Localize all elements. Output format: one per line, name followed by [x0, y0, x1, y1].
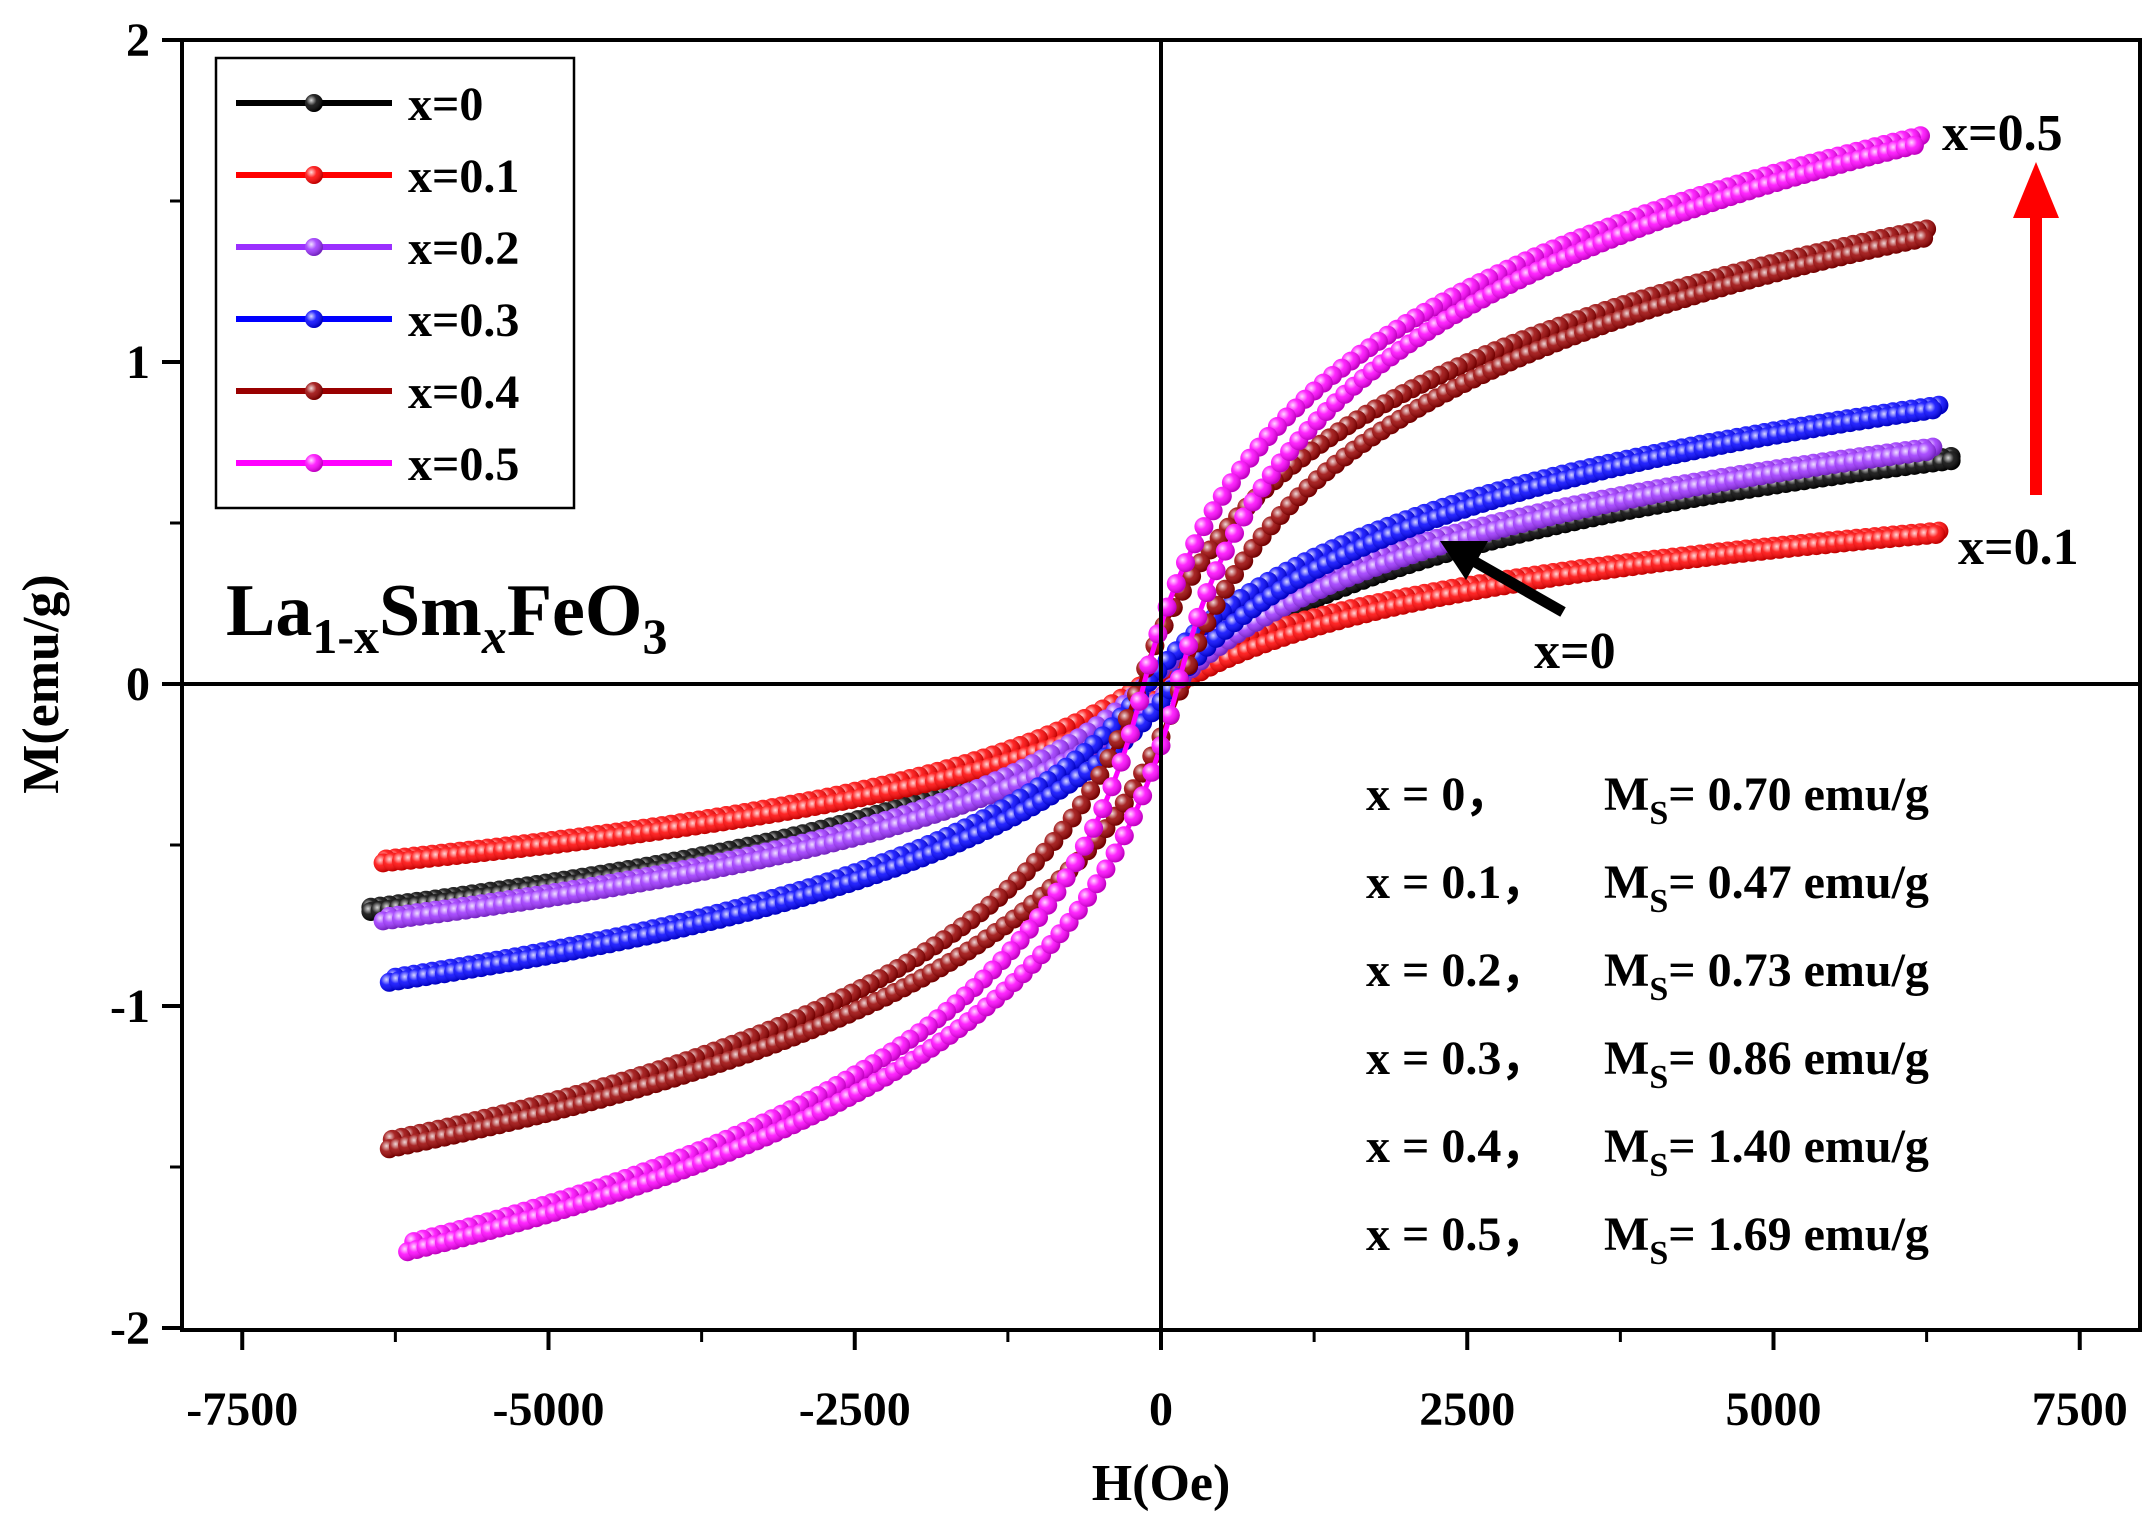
formula-feo: FeO — [507, 570, 643, 652]
data-point-shine — [1188, 607, 1208, 627]
x-tick-label: 2500 — [1419, 1383, 1515, 1436]
legend-swatch-shine — [305, 454, 323, 472]
red-arrow — [2013, 162, 2059, 495]
data-point-shine — [1194, 517, 1214, 537]
x-tick-label: -5000 — [493, 1383, 605, 1436]
data-point-shine — [1120, 724, 1140, 744]
ms-row-value: MS= 0.86 emu/g — [1604, 1032, 1929, 1096]
legend-label: x=0.4 — [408, 366, 519, 419]
data-point-shine — [1191, 553, 1211, 573]
data-point-shine — [1914, 228, 1934, 248]
formula-sub-2: x — [481, 608, 507, 664]
data-point-shine — [1096, 859, 1116, 879]
legend: x=0 x=0.1 x=0.2 x=0.3 x=0.4 x=0.5 — [214, 56, 576, 510]
data-point-shine — [1148, 624, 1168, 644]
data-point-shine — [1215, 541, 1235, 561]
legend-label: x=0.5 — [408, 438, 519, 491]
ms-row-value: MS= 1.40 emu/g — [1604, 1120, 1929, 1184]
data-point-shine — [1105, 843, 1125, 863]
x-tick-label: -2500 — [799, 1383, 911, 1436]
legend-label: x=0 — [408, 78, 483, 131]
data-point-shine — [1215, 579, 1235, 599]
ms-row-value: MS= 0.47 emu/g — [1604, 856, 1929, 920]
label-x01: x=0.1 — [1958, 519, 2079, 576]
formula-sub-3: 3 — [642, 608, 667, 664]
data-point-shine — [1160, 705, 1180, 725]
x-axis-title: H(Oe) — [1092, 1455, 1231, 1512]
data-point-shine — [1111, 752, 1131, 772]
label-x0: x=0 — [1534, 623, 1616, 680]
data-point-shine — [1926, 525, 1946, 544]
data-point-shine — [1206, 561, 1226, 581]
legend-swatch-shine — [305, 382, 323, 400]
data-point-shine — [1139, 655, 1159, 675]
y-tick-label: 1 — [126, 336, 150, 389]
ms-row-x: x = 0.2， — [1366, 944, 1549, 997]
series-layer — [361, 126, 1961, 1262]
data-point-shine — [1179, 636, 1199, 656]
formula-sm: Sm — [379, 570, 482, 652]
legend-swatch-shine — [305, 238, 323, 256]
data-point-shine — [1093, 799, 1113, 819]
x-tick-label: 7500 — [2032, 1383, 2128, 1436]
data-point-shine — [1114, 793, 1134, 813]
data-point-shine — [1176, 553, 1195, 573]
data-point-shine — [1102, 777, 1122, 797]
ms-row-value: MS= 0.70 emu/g — [1604, 768, 1929, 832]
ms-row-x: x = 0.4， — [1366, 1120, 1549, 1173]
ms-table: x = 0， MS= 0.70 emu/g x = 0.1， MS= 0.47 emu… — [1366, 768, 1929, 1272]
y-tick-label: 2 — [126, 14, 150, 67]
legend-swatch-shine — [305, 310, 323, 328]
legend-label: x=0.2 — [408, 222, 519, 275]
compound-formula: La1-xSmxFeO3 — [226, 570, 667, 664]
data-point-shine — [1225, 523, 1244, 543]
data-point-shine — [1197, 583, 1217, 603]
y-tick-label: 0 — [126, 658, 150, 711]
data-point-shine — [1114, 826, 1134, 846]
data-point-shine — [1203, 501, 1223, 521]
ms-row-x: x = 0.5， — [1366, 1208, 1549, 1261]
legend-swatch-shine — [305, 166, 323, 184]
legend-box — [214, 56, 576, 510]
legend-label: x=0.3 — [408, 294, 519, 347]
data-point-shine — [1212, 486, 1232, 506]
data-point-shine — [1074, 836, 1094, 856]
data-point-shine — [1904, 135, 1924, 155]
data-point-shine — [1185, 534, 1205, 554]
ms-row-x: x = 0， — [1366, 768, 1513, 821]
legend-swatch-shine — [305, 94, 323, 112]
legend-label: x=0.1 — [408, 150, 519, 203]
ms-row-value: MS= 1.69 emu/g — [1604, 1208, 1929, 1272]
y-tick-label: -2 — [110, 1302, 150, 1355]
data-point-shine — [1084, 818, 1104, 838]
label-x05: x=0.5 — [1942, 105, 2063, 162]
x-tick-label: 5000 — [1726, 1383, 1822, 1436]
data-point-shine — [1225, 565, 1244, 584]
data-point-shine — [1941, 451, 1961, 471]
series-5 — [398, 126, 1930, 1262]
data-point-shine — [1123, 807, 1143, 827]
ms-row-x: x = 0.1， — [1366, 856, 1549, 909]
data-point-shine — [1065, 853, 1085, 873]
data-point-shine — [1090, 765, 1110, 785]
data-point-shine — [1917, 442, 1937, 462]
x-tick-label: 0 — [1149, 1383, 1173, 1436]
data-point-shine — [1923, 400, 1943, 420]
data-point-shine — [1133, 786, 1153, 806]
data-point-shine — [1081, 781, 1101, 801]
series-3 — [379, 395, 1949, 992]
x-tick-label: -7500 — [186, 1383, 298, 1436]
ms-row-x: x = 0.3， — [1366, 1032, 1549, 1085]
data-point-shine — [1221, 473, 1241, 493]
data-point-shine — [1166, 574, 1186, 594]
data-point-shine — [1142, 762, 1162, 782]
y-axis-title: M(emu/g) — [13, 574, 70, 793]
formula-sub-1: 1-x — [312, 608, 379, 664]
ms-row-value: MS= 0.73 emu/g — [1604, 944, 1929, 1008]
data-point-shine — [1056, 868, 1076, 888]
formula-la: La — [226, 570, 312, 652]
data-point-shine — [1130, 691, 1150, 711]
y-tick-label: -1 — [110, 980, 150, 1033]
